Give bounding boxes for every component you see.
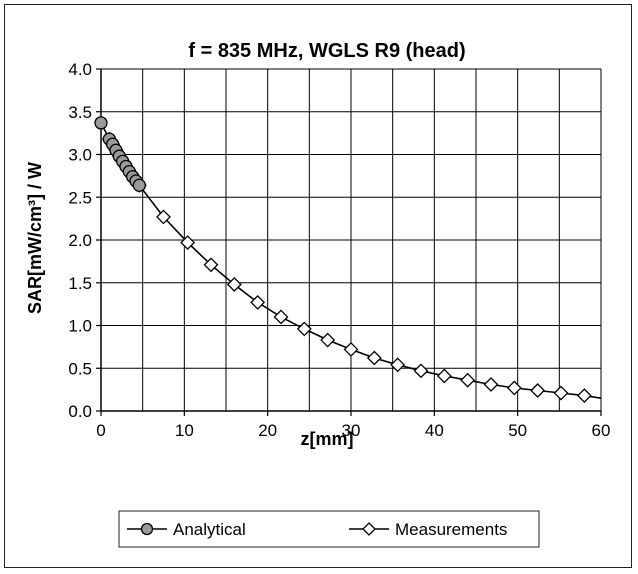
measurement-point (203, 257, 219, 273)
chart-title: f = 835 MHz, WGLS R9 (head) (188, 40, 465, 62)
measurement-point (343, 342, 359, 357)
analytical-point (132, 178, 146, 192)
x-tick-label: 0 (96, 421, 105, 440)
grid (101, 68, 602, 411)
legend-box (118, 510, 540, 548)
x-tick-label: 10 (175, 421, 194, 440)
y-tick-label: 1.0 (68, 317, 92, 336)
y-tick-label: 3.0 (68, 146, 92, 165)
measurement-point (530, 383, 546, 398)
measurement-point (226, 277, 242, 292)
measurement-point (483, 377, 499, 392)
series-layer (94, 116, 602, 404)
x-tick-label: 20 (258, 421, 277, 440)
y-tick-label: 3.5 (68, 103, 92, 122)
x-tick-label: 30 (342, 421, 361, 440)
legend: Analytical Measurements (118, 510, 540, 548)
y-tick-label: 2.0 (68, 231, 92, 250)
x-tick-label: 40 (425, 421, 444, 440)
x-tick-labels: 0 10 20 30 40 50 60 (96, 421, 610, 440)
measurement-point (250, 294, 266, 310)
y-tick-label: 2.5 (68, 188, 92, 207)
measurement-point (436, 368, 452, 384)
y-tick-label: 0.0 (68, 402, 92, 421)
y-tick-labels: 0.0 0.5 1.0 1.5 2.0 2.5 3.0 3.5 4.0 (68, 60, 92, 421)
measurement-point (553, 385, 569, 401)
legend-measurements-marker (362, 522, 376, 536)
x-axis-label: z[mm] (301, 429, 354, 449)
y-tick-label: 1.5 (68, 274, 92, 293)
analytical-point (94, 116, 108, 130)
measurement-point (320, 332, 336, 348)
measurement-point (366, 350, 382, 366)
sar-chart: f = 835 MHz, WGLS R9 (head) 0 10 20 30 40 50 6… (25, 40, 610, 548)
y-tick-label: 0.5 (68, 359, 92, 378)
measurement-point (296, 321, 312, 337)
measurement-point (156, 209, 171, 225)
measurement-point (413, 363, 429, 379)
measurement-point (576, 388, 592, 404)
chart-frame: f = 835 MHz, WGLS R9 (head) 0 10 20 30 40 50 6… (4, 4, 632, 568)
measurement-point (506, 380, 522, 396)
axes (96, 68, 602, 416)
measurement-point (390, 357, 406, 373)
legend-analytical-marker (140, 522, 154, 536)
y-tick-label: 4.0 (68, 60, 92, 79)
legend-analytical-label: Analytical (173, 520, 246, 539)
x-tick-label: 50 (508, 421, 527, 440)
x-tick-label: 60 (592, 421, 611, 440)
y-axis-label: SAR[mW/cm³] / W (25, 162, 45, 314)
legend-measurements-label: Measurements (395, 520, 507, 539)
measurement-point (273, 309, 289, 325)
measurement-point (180, 235, 196, 250)
measurement-point (460, 372, 476, 388)
